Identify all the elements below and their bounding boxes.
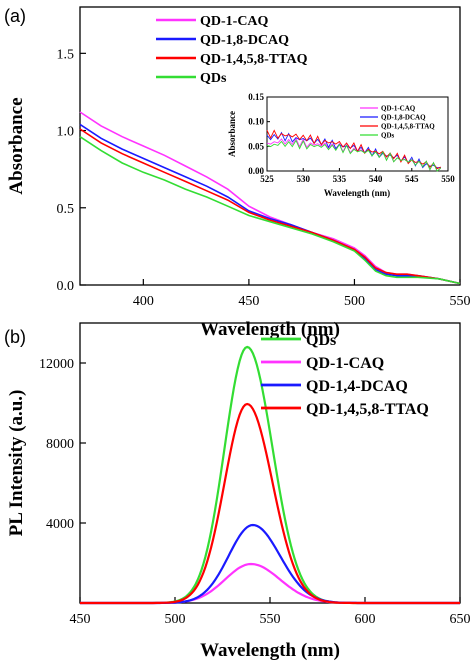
inset-y-tick-label: 0.05 [248, 141, 264, 151]
panel-b-y-axis-title: PL Intensity (a.u.) [6, 390, 27, 537]
panel-b-label: (b) [4, 327, 26, 347]
panel-a-plot-frame [79, 6, 461, 286]
panel-b-legend-label: QDs [306, 332, 336, 349]
panel-a-x-tick-label: 450 [238, 294, 259, 309]
panel-a-legend-label: QD-1,8-DCAQ [200, 33, 289, 48]
panel-a-label: (a) [4, 6, 26, 26]
panel-b-ticks: 450 500 550 600 650 4000 8000 12000 [39, 357, 471, 627]
inset-ticks: 525 530 535 540 545 550 0.00 0.05 0.10 0.15 [248, 92, 455, 184]
panel-b-legend: QDs QD-1-CAQ QD-1,4-DCAQ QD-1,4,5,8-TTAQ [261, 332, 429, 418]
inset-x-tick-label: 525 [260, 174, 274, 184]
panel-b-legend-label: QD-1-CAQ [306, 355, 384, 372]
panel-b-y-tick-label: 4000 [46, 517, 74, 532]
panel-a-y-tick-label: 0.0 [57, 279, 75, 294]
panel-b-x-tick-label: 650 [450, 612, 471, 627]
inset-x-tick-label: 540 [369, 174, 383, 184]
inset-series [266, 129, 442, 172]
panel-b-x-tick-label: 450 [70, 612, 91, 627]
panel-a-x-axis-title: Wavelength (nm) [200, 319, 340, 340]
panel-a-y-tick-label: 1.5 [57, 47, 75, 62]
panel-a-ticks: 400 450 500 550 0.0 0.5 1.0 1.5 [57, 47, 471, 309]
panel-b-legend-label: QD-1,4-DCAQ [306, 378, 408, 395]
inset-legend-label: QD-1,4,5,8-TTAQ [381, 123, 435, 131]
panel-b-x-tick-label: 500 [165, 612, 186, 627]
inset-x-tick-label: 545 [405, 174, 419, 184]
panel-a-y-tick-label: 0.5 [57, 202, 75, 217]
panel-b-series [80, 345, 460, 605]
panel-a-series-line-3 [79, 136, 461, 285]
panel-b-y-tick-label: 12000 [39, 357, 74, 372]
panel-b-x-tick-label: 600 [355, 612, 376, 627]
inset-series-line-1 [266, 131, 441, 169]
panel-a-legend-label: QD-1,4,5,8-TTAQ [200, 52, 308, 67]
panel-a-x-tick-label: 400 [133, 294, 154, 309]
panel-a-x-tick-label: 550 [450, 294, 471, 309]
panel-a-legend: QD-1-CAQ QD-1,8-DCAQ QD-1,4,5,8-TTAQ QDs [156, 14, 308, 86]
panel-a-series-line-1 [79, 123, 461, 285]
panel-a-series [79, 111, 461, 285]
inset-x-tick-label: 535 [333, 174, 347, 184]
panel-a-series-line-2 [79, 128, 461, 285]
inset-x-tick-label: 530 [296, 174, 310, 184]
panel-b-series-line-2 [80, 523, 460, 605]
panel-b-y-tick-label: 8000 [46, 437, 74, 452]
inset-series-line-3 [266, 139, 442, 172]
panel-a-y-tick-label: 1.0 [57, 125, 75, 140]
inset-legend-label: QD-1,8-DCAQ [381, 114, 426, 122]
panel-a-legend-label: QDs [200, 71, 227, 86]
inset-legend-label: QD-1-CAQ [381, 105, 416, 113]
panel-b-plot-frame [79, 322, 461, 604]
panel-b-series-line-3 [80, 402, 460, 605]
panel-a-x-tick-label: 500 [344, 294, 365, 309]
inset-plot-frame [266, 96, 449, 172]
inset-y-tick-label: 0.10 [248, 117, 264, 127]
panel-b-pl-chart: (b) 450 500 550 600 650 4000 8000 12000 QDs QD-1… [4, 322, 471, 661]
inset-x-tick-label: 550 [441, 174, 455, 184]
inset-y-tick-label: 0.00 [248, 166, 264, 176]
inset-legend-label: QDs [381, 132, 395, 140]
panel-a-y-axis-title: Absorbance [6, 97, 27, 194]
inset-x-axis-title: Wavelength (nm) [324, 188, 390, 198]
inset-y-axis-title: Absorbance [227, 111, 237, 157]
inset-y-tick-label: 0.15 [248, 92, 264, 102]
panel-b-legend-label: QD-1,4,5,8-TTAQ [306, 401, 429, 418]
panel-a-legend-label: QD-1-CAQ [200, 14, 269, 29]
panel-b-x-axis-title: Wavelength (nm) [200, 640, 340, 661]
panel-a-inset-chart: 525 530 535 540 545 550 0.00 0.05 0.10 0.15 QD-1-… [227, 92, 455, 198]
panel-b-x-tick-label: 550 [260, 612, 281, 627]
